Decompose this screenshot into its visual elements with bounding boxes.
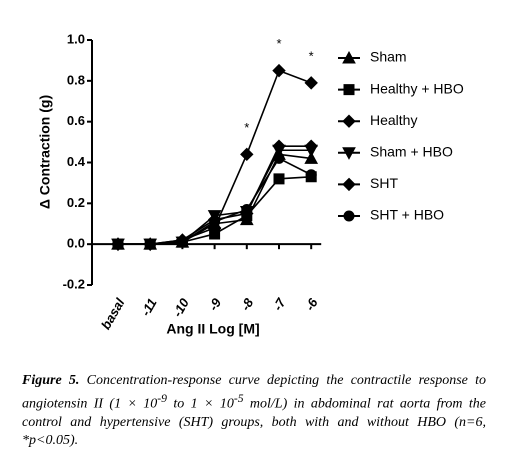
legend-label: Sham + HBO xyxy=(370,144,453,160)
caption-text: to 1 × 10 xyxy=(166,396,234,412)
chart: Δ Contraction (g) Ang II Log [M] -0.2 0.0… xyxy=(37,31,464,337)
data-point xyxy=(304,151,319,164)
caption-text: mol/L) in abdominal rat aorta from the c… xyxy=(22,396,486,448)
data-point xyxy=(112,238,124,250)
y-tick-label: 1.0 xyxy=(67,31,85,46)
y-tick-label: 0.2 xyxy=(67,195,85,210)
data-point xyxy=(241,203,253,215)
caption-sup: -9 xyxy=(157,392,167,405)
x-tick-label: -11 xyxy=(138,296,160,319)
legend-label: SHT xyxy=(370,175,398,191)
x-tick-label: -7 xyxy=(270,295,289,313)
data-point xyxy=(209,216,221,228)
legend-label: Healthy + HBO xyxy=(370,80,464,96)
data-point xyxy=(272,63,286,78)
legend-marker xyxy=(343,84,355,96)
caption: Figure 5. Concentration-response curve d… xyxy=(22,372,486,450)
annotation: * xyxy=(244,120,249,135)
data-point xyxy=(305,169,317,181)
data-point xyxy=(176,236,188,248)
x-tick-label: basal xyxy=(98,295,128,332)
y-tick-label: 0.0 xyxy=(67,236,85,251)
x-tick-label: -6 xyxy=(302,295,321,313)
legend-marker xyxy=(342,177,356,192)
y-tick-label: 0.6 xyxy=(67,113,85,128)
x-axis-label: Ang II Log [M] xyxy=(166,321,259,337)
y-tick-label: 0.4 xyxy=(67,154,86,169)
x-tick-label: -9 xyxy=(205,295,224,313)
legend-label: Healthy xyxy=(370,112,417,128)
legend-marker xyxy=(342,50,356,64)
x-tick-label: -8 xyxy=(238,295,257,313)
x-tick-label: -10 xyxy=(170,295,193,319)
y-tick-label: -0.2 xyxy=(63,276,85,291)
annotation: * xyxy=(276,36,281,51)
data-point xyxy=(304,76,318,90)
data-point xyxy=(240,147,254,162)
legend-marker xyxy=(343,210,355,222)
legend-label: SHT + HBO xyxy=(370,207,444,223)
y-axis-label: Δ Contraction (g) xyxy=(37,95,53,209)
legend-marker xyxy=(342,147,356,160)
y-tick-label: 0.8 xyxy=(67,72,85,87)
annotation: * xyxy=(309,48,314,63)
caption-label: Figure 5. xyxy=(22,373,80,388)
legend-label: Sham xyxy=(370,49,407,65)
data-point xyxy=(272,139,286,153)
data-point xyxy=(273,173,285,185)
legend-marker xyxy=(342,114,356,128)
data-point xyxy=(273,152,285,164)
data-point xyxy=(304,139,318,153)
caption-sup: -5 xyxy=(233,392,244,405)
data-point xyxy=(144,238,156,250)
caption-text: Concentration-response curve depicting t… xyxy=(22,373,486,412)
